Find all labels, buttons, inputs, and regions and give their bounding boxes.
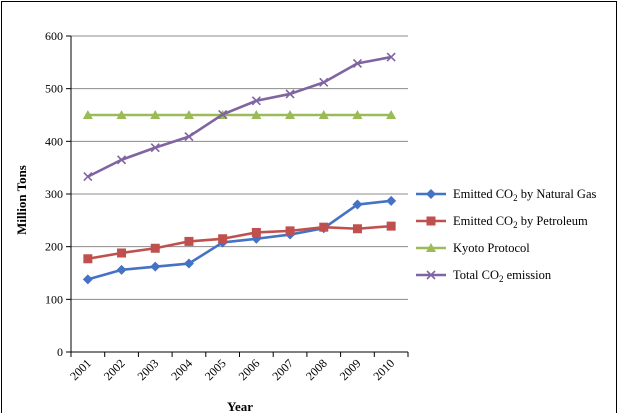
y-tick-label: 400: [45, 134, 63, 148]
x-tick-label: 2002: [101, 356, 128, 383]
data-point-total: [319, 77, 329, 87]
y-tick-label: 600: [45, 29, 63, 43]
x-tick-label: 2009: [337, 356, 364, 383]
y-tick-label: 300: [45, 187, 63, 201]
legend-label-total: Total CO2 emission: [453, 268, 552, 284]
data-point-kyoto: [386, 110, 397, 119]
y-axis-ticks: 0 100 200 300 400 500 600: [45, 29, 71, 359]
data-point-total: [83, 172, 93, 182]
series-total: [83, 52, 396, 182]
legend-item-natural_gas: Emitted CO2 by Natural Gas: [416, 187, 597, 203]
data-point-total: [352, 58, 363, 68]
data-point-petroleum: [150, 243, 160, 253]
y-tick-label: 200: [45, 240, 63, 254]
y-tick-label: 0: [57, 345, 63, 359]
data-point-petroleum: [285, 226, 295, 236]
data-point-total: [386, 52, 396, 62]
data-point-total: [218, 109, 228, 120]
legend-label-subscript: 2: [499, 274, 504, 284]
legend-label-text: Kyoto Protocol: [453, 241, 530, 255]
legend-item-total: Total CO2 emission: [416, 268, 552, 284]
series-line-total: [87, 55, 392, 178]
data-point-kyoto: [251, 110, 262, 119]
x-tick-label: 2010: [370, 356, 397, 383]
data-point-kyoto: [82, 110, 93, 119]
legend-marker-natural_gas: [426, 189, 436, 199]
data-point-natural_gas: [116, 264, 127, 275]
data-point-total: [251, 96, 261, 106]
legend-item-kyoto: Kyoto Protocol: [416, 241, 530, 255]
legend-marker-total: [426, 270, 436, 280]
legend-label-text: by Natural Gas: [518, 187, 597, 201]
x-tick-label: 2005: [202, 356, 229, 383]
y-tick-label: 100: [45, 292, 63, 306]
data-point-petroleum: [117, 248, 127, 258]
data-point-total: [184, 132, 194, 142]
x-axis-label: Year: [227, 399, 253, 414]
legend-marker-petroleum: [426, 216, 436, 226]
data-point-total: [285, 89, 295, 99]
data-point-kyoto: [285, 110, 296, 119]
data-point-petroleum: [352, 224, 362, 234]
data-point-petroleum: [83, 254, 93, 264]
data-point-kyoto: [352, 110, 363, 119]
series-natural_gas: [82, 195, 397, 285]
data-point-petroleum: [251, 227, 261, 237]
data-point-natural_gas: [82, 274, 93, 285]
y-axis-label: Million Tons: [14, 165, 29, 235]
x-tick-label: 2001: [67, 356, 94, 383]
data-point-petroleum: [386, 221, 396, 231]
legend-label-text: Emitted CO: [453, 214, 513, 228]
series-kyoto: [82, 110, 397, 119]
series-line-natural_gas: [87, 199, 392, 281]
x-axis-ticks: 2001 2002 2003 2004 2005 2006 2007 2008 2009 2010: [67, 352, 409, 383]
data-point-petroleum: [184, 236, 194, 246]
data-point-natural_gas: [352, 199, 363, 210]
data-point-kyoto: [318, 110, 329, 119]
legend-label-subscript: 2: [513, 220, 518, 230]
data-point-kyoto: [183, 110, 194, 119]
x-tick-label: 2004: [168, 356, 195, 383]
legend-label-text: Total CO: [453, 268, 499, 282]
x-tick-label: 2007: [269, 356, 296, 383]
data-point-kyoto: [150, 110, 161, 119]
x-tick-label: 2008: [303, 356, 330, 383]
legend-label-text: Emitted CO: [453, 187, 513, 201]
legend-label-subscript: 2: [513, 193, 518, 203]
series-layer: [82, 52, 397, 285]
legend-marker-kyoto: [426, 243, 436, 252]
y-tick-label: 500: [45, 82, 63, 96]
legend-label-text: emission: [504, 268, 552, 282]
data-point-petroleum: [319, 222, 329, 232]
legend-label-petroleum: Emitted CO2 by Petroleum: [453, 214, 588, 230]
legend-item-petroleum: Emitted CO2 by Petroleum: [416, 214, 588, 230]
series-petroleum: [83, 221, 396, 264]
data-point-total: [150, 143, 160, 153]
data-point-kyoto: [116, 110, 127, 119]
series-line-petroleum: [87, 224, 392, 261]
legend-label-natural_gas: Emitted CO2 by Natural Gas: [453, 187, 597, 203]
x-tick-label: 2003: [135, 356, 162, 383]
data-point-total: [116, 155, 127, 165]
data-point-petroleum: [218, 234, 228, 244]
data-point-natural_gas: [150, 261, 161, 272]
x-tick-label: 2006: [236, 356, 263, 383]
data-point-natural_gas: [386, 195, 397, 206]
gridlines: [71, 35, 408, 300]
legend-label-text: by Petroleum: [518, 214, 588, 228]
legend-label-kyoto: Kyoto Protocol: [453, 241, 530, 255]
data-point-natural_gas: [183, 258, 194, 269]
